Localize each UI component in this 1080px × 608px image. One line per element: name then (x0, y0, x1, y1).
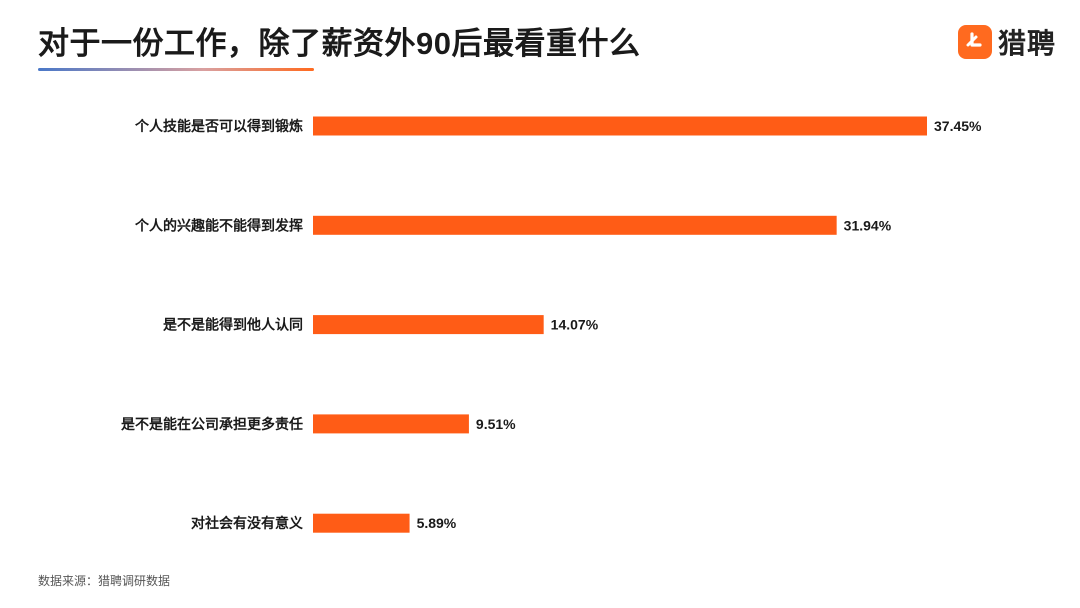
bar (313, 116, 927, 136)
data-source-note: 数据来源：猎聘调研数据 (38, 574, 171, 588)
value-label: 14.07% (551, 317, 599, 333)
liepin-logo-icon (957, 25, 992, 59)
category-label: 是不是能在公司承担更多责任 (121, 416, 303, 432)
title-underline (38, 68, 314, 71)
liepin-logo: 猎聘 (957, 22, 1056, 62)
page-title: 对于一份工作，除了薪资外90后最看重什么 (38, 26, 641, 61)
value-label: 37.45% (934, 118, 982, 134)
bar (313, 215, 837, 235)
category-label: 个人技能是否可以得到锻炼 (134, 118, 303, 134)
horizontal-bar-chart: 个人技能是否可以得到锻炼 37.45% 个人的兴趣能不能得到发挥 31.94% 是不是能… (121, 116, 982, 533)
category-label: 个人的兴趣能不能得到发挥 (134, 217, 303, 233)
value-label: 31.94% (844, 217, 892, 233)
value-label: 5.89% (417, 515, 457, 531)
value-label: 9.51% (476, 416, 516, 432)
bar (313, 315, 544, 335)
bar (313, 414, 469, 434)
category-label: 是不是能得到他人认同 (163, 317, 303, 333)
bar (313, 513, 410, 533)
category-label: 对社会有没有意义 (191, 515, 303, 531)
logo-text: 猎聘 (997, 28, 1056, 59)
